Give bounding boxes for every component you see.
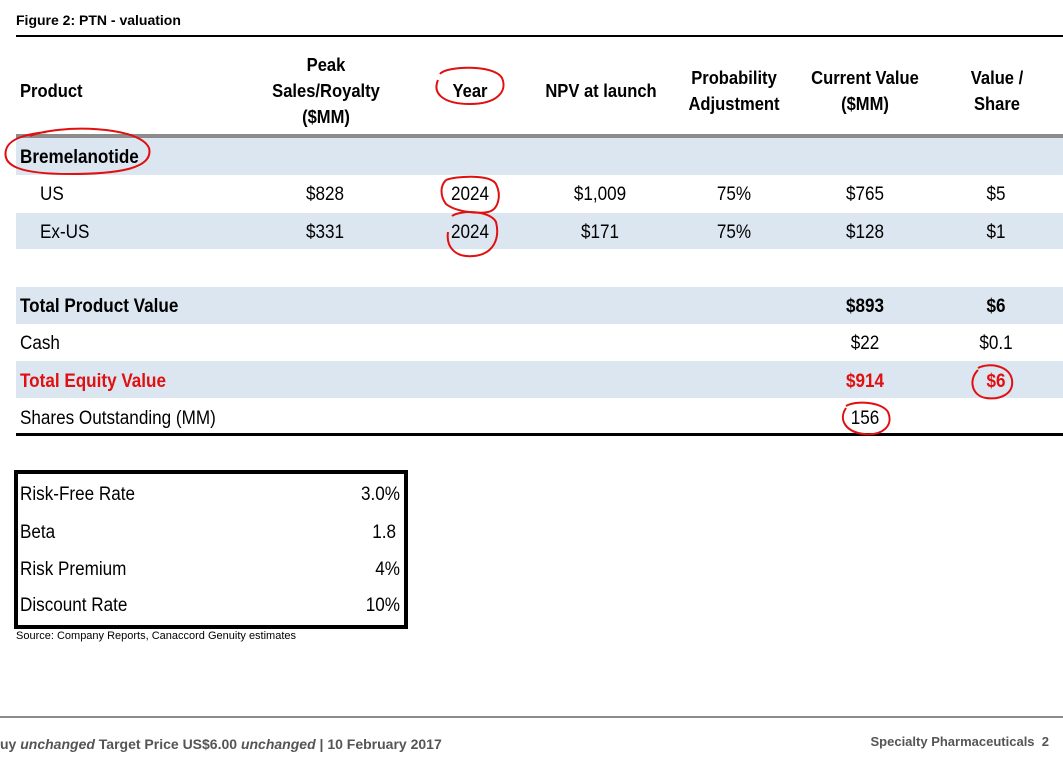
assumptions-box bbox=[14, 470, 408, 629]
header-peak-line-1: Peak bbox=[306, 55, 346, 75]
header-prob-line-2: Adjustment bbox=[688, 94, 780, 114]
row-exus-npv: $171 bbox=[580, 222, 620, 243]
header-current-line-1: Current Value bbox=[811, 68, 919, 88]
cash-current: $22 bbox=[850, 333, 880, 354]
header-peak-line-2: Sales/Royalty bbox=[272, 81, 380, 101]
section-label: Bremelanotide bbox=[20, 147, 139, 168]
row-us-current: $765 bbox=[845, 184, 885, 205]
assumption-beta-label: Beta bbox=[20, 522, 56, 543]
row-exus-year: 2024 bbox=[450, 222, 490, 243]
total-product-value-label: Total Product Value bbox=[20, 296, 179, 317]
footer-rating-fragment: uy bbox=[0, 736, 17, 752]
row-exus-probability: 75% bbox=[716, 222, 752, 243]
table-bottom-rule bbox=[16, 433, 1063, 436]
shares-outstanding-label: Shares Outstanding (MM) bbox=[20, 408, 216, 429]
assumption-discount-rate-label: Discount Rate bbox=[20, 595, 128, 616]
footer-rule bbox=[0, 716, 1063, 718]
total-equity-value-vps: $6 bbox=[986, 371, 1006, 392]
cash-label: Cash bbox=[20, 333, 60, 354]
footer-sector: Specialty Pharmaceuticals 2 bbox=[871, 734, 1050, 749]
row-exus-current: $128 bbox=[845, 222, 885, 243]
footer-sector-name: Specialty Pharmaceuticals bbox=[870, 734, 1035, 749]
footer-rating: uy unchanged Target Price US$6.00 unchan… bbox=[0, 736, 442, 752]
assumption-discount-rate-value: 10% bbox=[365, 595, 400, 616]
header-year: Year bbox=[452, 81, 488, 101]
row-us-peak-sales: $828 bbox=[305, 184, 345, 205]
header-value-per-share: Value / Share bbox=[954, 65, 1040, 117]
assumption-beta-value: 1.8 bbox=[372, 522, 396, 543]
row-exus-vps: $1 bbox=[986, 222, 1006, 243]
cash-vps: $0.1 bbox=[979, 333, 1013, 354]
section-band bbox=[16, 138, 1063, 175]
total-band-product bbox=[16, 287, 1063, 324]
total-equity-value-label: Total Equity Value bbox=[20, 371, 167, 392]
row-us-year: 2024 bbox=[450, 184, 490, 205]
header-current-line-2: ($MM) bbox=[841, 94, 889, 114]
assumption-risk-premium-value: 4% bbox=[375, 559, 400, 580]
footer-page-number: 2 bbox=[1041, 734, 1049, 749]
header-vps-line-2: Share bbox=[973, 94, 1021, 114]
shares-outstanding-value: 156 bbox=[850, 408, 880, 429]
header-peak-sales: Peak Sales/Royalty ($MM) bbox=[262, 52, 391, 130]
total-product-value-current: $893 bbox=[845, 296, 885, 317]
assumption-risk-free-label: Risk-Free Rate bbox=[20, 484, 135, 505]
footer-rating-status: unchanged bbox=[20, 736, 95, 752]
figure-title: Figure 2: PTN - valuation bbox=[16, 12, 181, 28]
row-exus-product: Ex-US bbox=[40, 222, 90, 243]
footer-date: | 10 February 2017 bbox=[319, 736, 442, 752]
footer-target-price: Target Price US$6.00 bbox=[98, 736, 238, 752]
top-rule bbox=[16, 35, 1063, 37]
header-current-value: Current Value ($MM) bbox=[805, 65, 925, 117]
row-us-vps: $5 bbox=[986, 184, 1006, 205]
assumption-risk-premium-label: Risk Premium bbox=[20, 559, 127, 580]
header-vps-line-1: Value / bbox=[970, 68, 1024, 88]
row-us-product: US bbox=[40, 184, 64, 205]
row-us-probability: 75% bbox=[716, 184, 752, 205]
total-band-equity bbox=[16, 361, 1063, 398]
row-us-npv: $1,009 bbox=[573, 184, 627, 205]
row-exus-peak-sales: $331 bbox=[305, 222, 345, 243]
header-product: Product bbox=[20, 81, 83, 101]
header-peak-line-3: ($MM) bbox=[302, 107, 350, 127]
header-npv: NPV at launch bbox=[545, 81, 657, 101]
total-product-value-vps: $6 bbox=[986, 296, 1006, 317]
row-band-ex-us bbox=[16, 213, 1063, 249]
header-prob-line-1: Probability bbox=[691, 68, 777, 88]
header-probability: Probability Adjustment bbox=[677, 65, 791, 117]
total-equity-value-current: $914 bbox=[845, 371, 885, 392]
assumption-risk-free-value: 3.0% bbox=[361, 484, 400, 505]
header-rule bbox=[16, 134, 1063, 138]
source-note: Source: Company Reports, Canaccord Genui… bbox=[16, 630, 297, 642]
footer-target-status: unchanged bbox=[240, 736, 316, 752]
